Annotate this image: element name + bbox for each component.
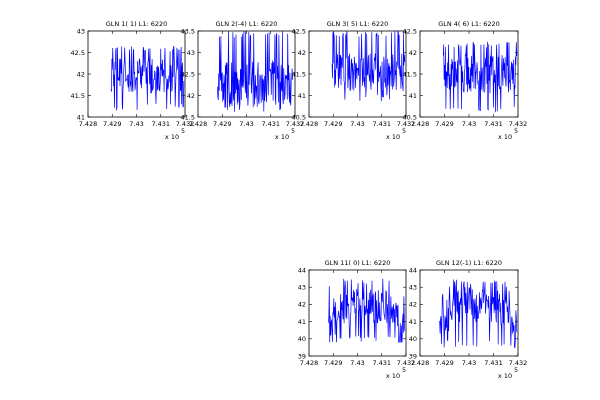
y-tick-label: 42.5 [292,27,306,35]
x-tick-label: 7.43 [129,120,143,128]
y-tick-label: 43 [298,284,306,292]
y-tick-label: 41.5 [292,70,306,78]
y-tick-label: 42.5 [181,70,195,78]
x-tick-label: 7.431 [484,359,503,367]
y-tick-label: 42.5 [71,49,85,57]
y-tick-label: 42 [298,49,306,57]
chart-title: GLN 1( 1) L1: 6220 [106,20,168,28]
x-tick-label: 7.432 [509,359,528,367]
x-tick-label: 7.428 [411,120,430,128]
chart-panel-2: GLN 2(-4) L1: 6220 7.428 7.429 7.43 7.431 7.4… [181,20,305,141]
y-tick-label: 42.5 [403,27,417,35]
x-multiplier-label: x 10 [386,372,400,380]
y-tick-label: 43 [187,49,195,57]
x-tick-label: 7.428 [411,359,430,367]
y-tick-label: 41.5 [181,113,195,121]
x-multiplier-label: x 10 [498,133,512,141]
x-multiplier-label: x 10 [275,133,289,141]
series-line [217,31,293,112]
x-tick-label: 7.429 [324,359,343,367]
y-tick-label: 42 [77,70,85,78]
x-multiplier-label: x 10 [498,372,512,380]
x-tick-label: 7.428 [79,120,98,128]
chart-panel-3: GLN 3( 5) L1: 6220 7.428 7.429 7.43 7.431 7.4… [292,20,416,141]
chart-panel-5: GLN 11( 0) L1: 6220 7.428 7.429 7.43 7.431 7.… [298,259,416,380]
x-tick-label: 7.432 [176,120,195,128]
y-tick-label: 42 [187,92,195,100]
x-tick-label: 7.431 [484,120,503,128]
y-tick-label: 43.5 [181,27,195,35]
x-tick-label: 7.429 [435,359,454,367]
y-tick-label: 42 [409,49,417,57]
y-tick-label: 40.5 [403,113,417,121]
y-tick-label: 43 [77,27,85,35]
y-tick-label: 41 [298,318,306,326]
y-tick-label: 40 [298,335,306,343]
y-tick-label: 41.5 [403,70,417,78]
chart-title: GLN 11( 0) L1: 6220 [325,259,391,267]
chart-panel-1: GLN 1( 1) L1: 6220 7.428 7.429 7.43 7.431 7.4… [71,20,195,141]
series-line [110,45,185,111]
y-tick-label: 42 [409,301,417,309]
chart-title: GLN 12(-1) L1: 6220 [436,259,502,267]
x-tick-label: 7.432 [397,120,416,128]
x-tick-label: 7.432 [509,120,528,128]
y-tick-label: 43 [409,284,417,292]
y-tick-label: 39 [298,352,306,360]
x-tick-label: 7.428 [300,359,319,367]
x-tick-label: 7.429 [435,120,454,128]
y-tick-label: 42 [298,301,306,309]
x-multiplier-label: x 10 [165,133,179,141]
x-tick-label: 7.429 [213,120,232,128]
x-tick-label: 7.431 [261,120,280,128]
x-tick-label: 7.43 [462,120,476,128]
x-exponent-label: 5 [181,128,185,135]
x-exponent-label: 5 [402,367,406,374]
y-tick-label: 41 [409,92,417,100]
series-line [439,279,518,348]
series-line [328,278,406,343]
x-tick-label: 7.43 [350,359,364,367]
x-exponent-label: 5 [514,367,518,374]
x-exponent-label: 5 [514,128,518,135]
y-tick-label: 39 [409,352,417,360]
y-tick-label: 44 [409,266,417,274]
x-exponent-label: 5 [291,128,295,135]
y-tick-label: 40 [409,335,417,343]
y-tick-label: 41 [409,318,417,326]
y-tick-label: 41 [77,113,85,121]
y-tick-label: 41 [298,92,306,100]
x-tick-label: 7.431 [151,120,170,128]
chart-title: GLN 3( 5) L1: 6220 [327,20,389,28]
series-line [331,31,406,102]
x-tick-label: 7.43 [350,120,364,128]
x-tick-label: 7.429 [103,120,122,128]
y-tick-label: 41.5 [71,92,85,100]
x-tick-label: 7.431 [372,120,391,128]
x-exponent-label: 5 [402,128,406,135]
x-tick-label: 7.429 [324,120,343,128]
x-tick-label: 7.432 [397,359,416,367]
chart-title: GLN 4( 6) L1: 6220 [438,20,500,28]
y-tick-label: 44 [298,266,306,274]
chart-panel-6: GLN 12(-1) L1: 6220 7.428 7.429 7.43 7.431 7.… [409,259,528,380]
chart-panel-4: GLN 4( 6) L1: 6220 7.428 7.429 7.43 7.431 7.4… [403,20,528,141]
x-multiplier-label: x 10 [386,133,400,141]
x-tick-label: 7.428 [300,120,319,128]
x-tick-label: 7.428 [189,120,208,128]
x-tick-label: 7.43 [239,120,253,128]
x-tick-label: 7.431 [372,359,391,367]
y-tick-label: 40.5 [292,113,306,121]
x-tick-label: 7.43 [462,359,476,367]
chart-title: GLN 2(-4) L1: 6220 [216,20,278,28]
series-line [442,41,518,113]
x-tick-label: 7.432 [286,120,305,128]
